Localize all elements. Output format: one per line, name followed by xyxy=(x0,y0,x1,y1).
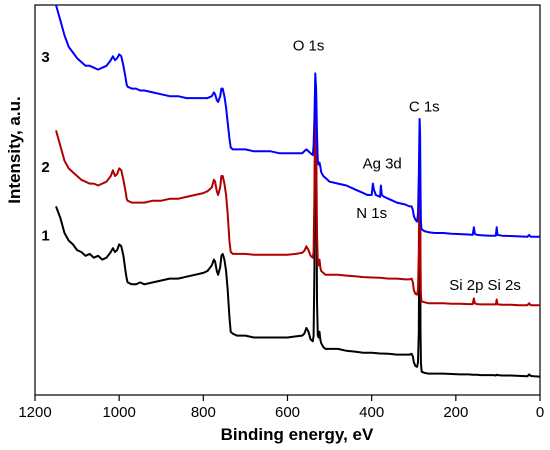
x-tick-label: 1200 xyxy=(18,404,51,421)
x-tick-label: 1000 xyxy=(102,404,135,421)
peak-label: O 1s xyxy=(293,38,325,55)
series-line-1 xyxy=(55,87,541,378)
x-tick-label: 800 xyxy=(191,404,216,421)
series-group xyxy=(55,4,541,378)
peak-label: C 1s xyxy=(409,98,440,115)
y-axis-title: Intensity, a.u. xyxy=(5,96,24,203)
series-label-2: 2 xyxy=(41,159,49,176)
series-label-1: 1 xyxy=(41,228,49,245)
peak-label: Si 2s xyxy=(488,277,521,294)
x-tick-label: 400 xyxy=(359,404,384,421)
series-labels: 1 2 3 xyxy=(41,49,49,245)
peak-label: Si 2p xyxy=(449,277,483,294)
x-tick-label: 600 xyxy=(275,404,300,421)
peak-label: N 1s xyxy=(356,205,387,222)
peak-label: Ag 3d xyxy=(363,155,402,172)
series-line-2 xyxy=(55,80,540,307)
series-label-3: 3 xyxy=(41,49,49,66)
x-tick-label: 0 xyxy=(536,404,544,421)
x-axis-title: Binding energy, eV xyxy=(221,425,374,444)
x-axis-ticks: 1200 1000 800 600 400 200 0 xyxy=(18,395,544,421)
peak-annotations: O 1s C 1s Ag 3d N 1s Si 2p Si 2s xyxy=(293,38,521,294)
x-tick-label: 200 xyxy=(443,404,468,421)
series-line-3 xyxy=(55,4,540,238)
